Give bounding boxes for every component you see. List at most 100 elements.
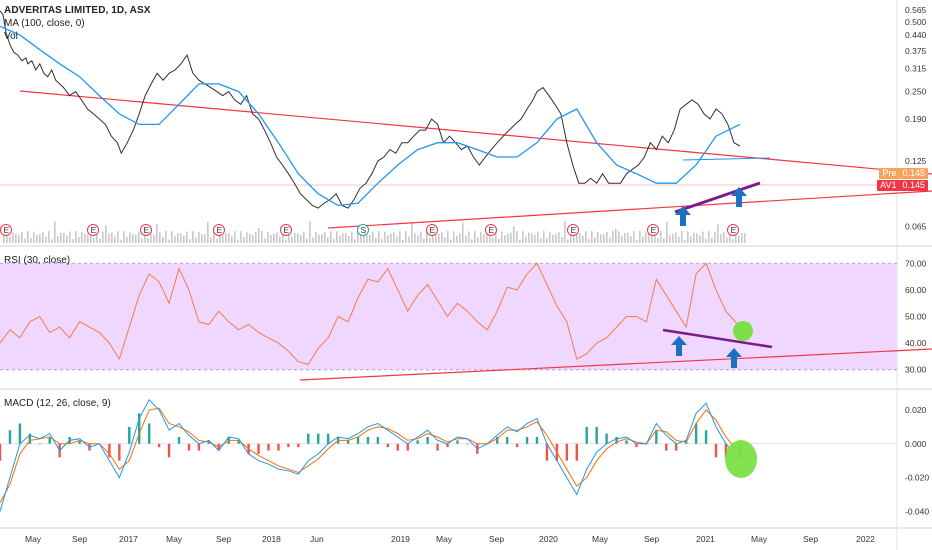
volume-bar	[396, 236, 398, 243]
volume-bar	[657, 238, 659, 243]
volume-bar	[339, 235, 341, 243]
volume-bar	[27, 231, 29, 243]
macd-histogram-bar	[346, 440, 350, 444]
volume-bar	[246, 232, 248, 243]
volume-bar	[603, 234, 605, 243]
volume-bar	[528, 232, 530, 243]
volume-bar	[156, 223, 158, 243]
time-tick-label: 2020	[539, 534, 558, 544]
volume-bar	[366, 233, 368, 243]
volume-bar	[606, 232, 608, 243]
rsi-tick-label: 50.00	[905, 312, 927, 322]
volume-bar	[387, 235, 389, 243]
volume-bar	[633, 231, 635, 243]
macd-histogram-bar	[694, 423, 698, 444]
volume-bar	[744, 232, 746, 243]
price-tick-label: 0.565	[905, 5, 927, 15]
volume-bar	[111, 232, 113, 243]
volume-bar	[237, 239, 239, 243]
macd-histogram-bar	[714, 443, 718, 458]
av1-price-tag: AV1 0.145	[877, 180, 928, 191]
price-legend: ADVERITAS LIMITED, 1D, ASX MA (100, clos…	[4, 4, 151, 43]
macd-histogram-bar	[138, 413, 141, 444]
price-tick-label: 0.250	[905, 87, 927, 97]
volume-bar	[75, 231, 77, 243]
volume-bar	[453, 231, 455, 243]
volume-bar	[621, 235, 623, 243]
volume-bar	[405, 231, 407, 243]
volume-bar	[672, 233, 674, 243]
volume-bar	[147, 238, 149, 243]
macd-histogram-bar	[416, 440, 419, 444]
macd-histogram-bar	[545, 443, 549, 461]
macd-histogram-bar	[326, 433, 330, 444]
volume-bar	[540, 238, 542, 243]
earnings-marker-label: E	[284, 225, 290, 235]
volume-bar	[171, 231, 173, 243]
macd-histogram-bar	[406, 443, 409, 451]
volume-bar	[216, 238, 218, 243]
volume-bar	[33, 231, 35, 243]
volume-bar	[696, 233, 698, 243]
volume-bar	[93, 237, 95, 243]
macd-histogram-bar	[535, 437, 539, 444]
macd-histogram-bar	[277, 443, 280, 451]
macd-histogram-bar	[655, 430, 658, 444]
volume-bar	[363, 232, 365, 243]
volume-bar	[462, 223, 464, 243]
split-marker-label: S	[361, 225, 367, 235]
time-tick-label: Jun	[310, 534, 324, 544]
volume-bar	[117, 231, 119, 243]
price-tick-label: 0.440	[905, 30, 927, 40]
rsi-tick-label: 60.00	[905, 285, 927, 295]
volume-bar	[513, 226, 515, 243]
volume-bar	[222, 235, 224, 243]
volume-bar	[165, 231, 167, 243]
macd-tick-label: 0.000	[905, 439, 927, 449]
volume-bar	[138, 231, 140, 243]
macd-histogram-bar	[267, 443, 270, 451]
volume-bar	[102, 231, 104, 243]
macd-histogram-bar	[724, 443, 728, 458]
volume-bar	[357, 231, 359, 243]
volume-bar	[30, 237, 32, 243]
volume-bar	[162, 236, 164, 243]
macd-histogram-bar	[595, 426, 598, 444]
volume-bar	[348, 235, 350, 243]
rsi-support-trendline	[299, 348, 932, 381]
macd-histogram-bar	[505, 437, 509, 444]
earnings-marker	[280, 224, 292, 236]
earnings-marker	[87, 224, 99, 236]
rsi-band	[0, 263, 897, 370]
volume-bar	[204, 234, 206, 243]
volume-bar	[219, 231, 221, 243]
volume-bar	[228, 232, 230, 243]
earnings-marker-label: E	[651, 225, 657, 235]
volume-bar	[615, 228, 617, 243]
earnings-marker-label: E	[731, 225, 737, 235]
volume-bar	[297, 233, 299, 243]
volume-bar	[639, 231, 641, 243]
macd-histogram-bar	[575, 443, 578, 461]
up-arrow-icon	[671, 336, 687, 356]
pre-price-value: 0.145	[902, 168, 925, 178]
volume-bar	[582, 235, 584, 243]
volume-bar	[66, 235, 68, 243]
volume-bar	[168, 239, 170, 243]
macd-signal-line	[0, 407, 741, 504]
volume-bar	[645, 232, 647, 243]
volume-bar	[720, 234, 722, 243]
volume-bar	[351, 231, 353, 243]
macd-histogram-bar	[675, 443, 678, 451]
volume-bar	[489, 231, 491, 243]
macd-histogram-bar	[118, 443, 121, 461]
volume-bar	[306, 238, 308, 243]
split-marker	[357, 224, 369, 236]
volume-bar	[288, 231, 290, 243]
volume-bar	[426, 231, 428, 243]
volume-bar	[660, 231, 662, 243]
macd-histogram-bar	[297, 443, 300, 448]
volume-bar	[654, 231, 656, 243]
volume-bar	[408, 236, 410, 243]
macd-histogram-bar	[446, 443, 449, 448]
